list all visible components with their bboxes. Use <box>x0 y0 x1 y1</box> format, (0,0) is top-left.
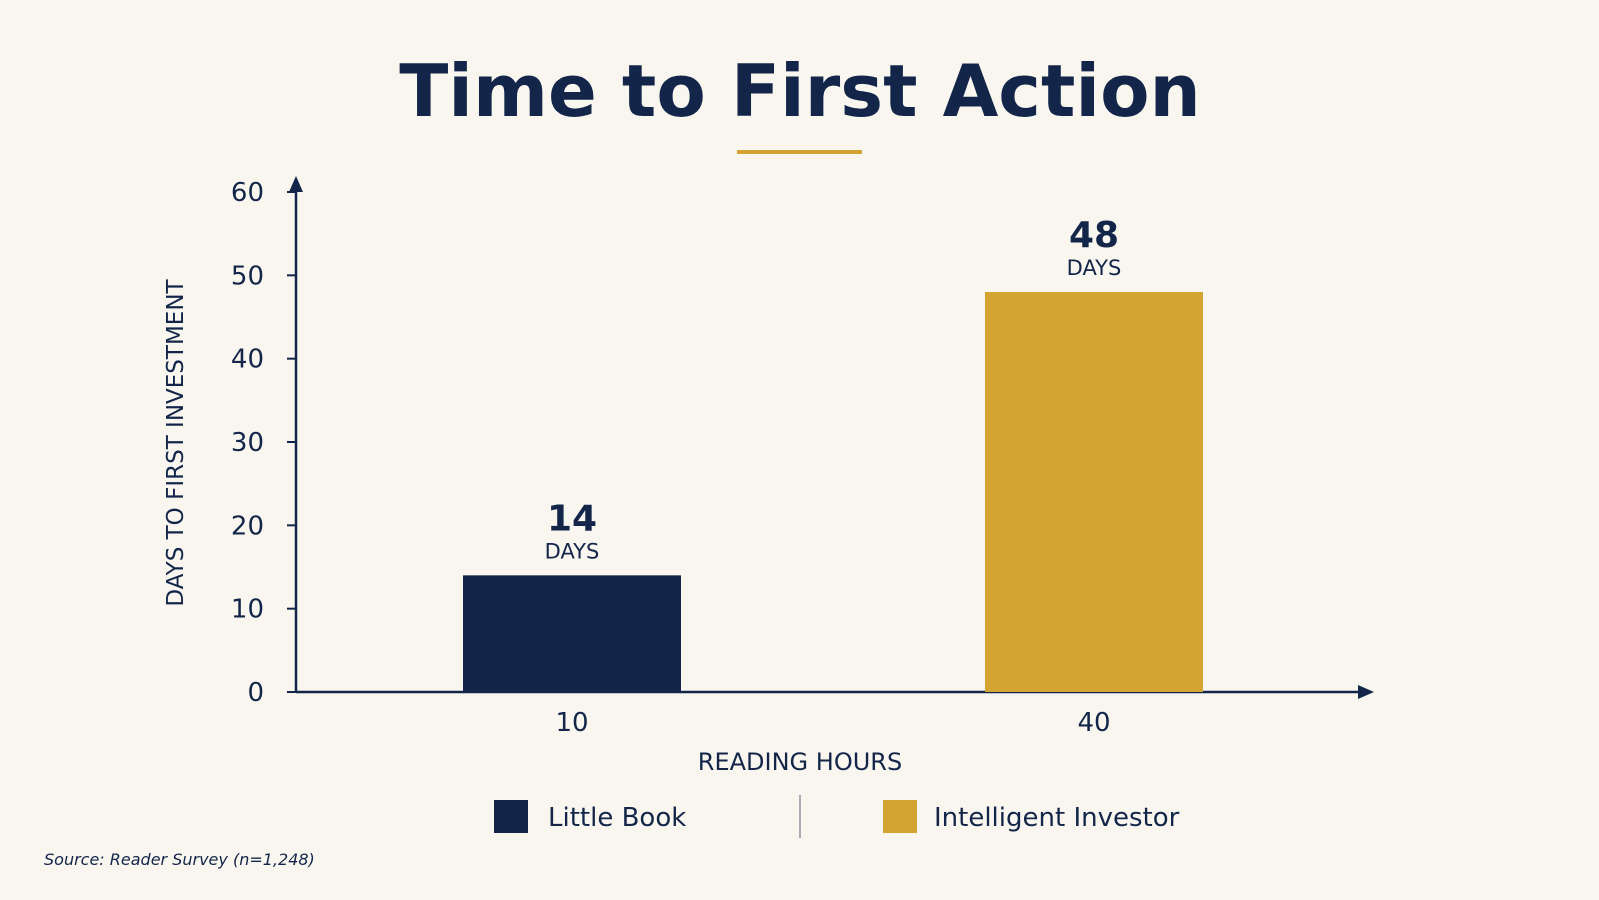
title-underline <box>737 150 862 154</box>
x-tick-label: 10 <box>555 708 588 738</box>
bar-unit-label: DAYS <box>1067 256 1122 280</box>
bar-unit-label: DAYS <box>545 539 600 563</box>
legend-label-little-book: Little Book <box>548 803 686 833</box>
x-tick-label: 40 <box>1077 708 1110 738</box>
x-axis-arrow <box>1358 685 1374 699</box>
legend: Little Book Intelligent Investor <box>494 795 1180 838</box>
x-axis-label: READING HOURS <box>698 748 902 776</box>
legend-swatch-little-book <box>494 800 528 833</box>
y-tick-label: 30 <box>231 428 264 458</box>
bar-value-label: 14 <box>547 498 597 539</box>
y-ticks: 0 10 20 30 40 50 60 <box>231 178 296 708</box>
y-axis-arrow <box>289 176 303 192</box>
y-tick-label: 40 <box>231 345 264 375</box>
y-tick-label: 10 <box>231 595 264 625</box>
legend-swatch-intelligent-investor <box>883 800 917 833</box>
bar-intelligent-investor <box>985 292 1203 692</box>
y-tick-label: 20 <box>231 511 264 541</box>
y-tick-label: 50 <box>231 261 264 291</box>
y-tick-label: 60 <box>231 178 264 208</box>
chart-title: Time to First Action <box>399 49 1201 133</box>
bar-value-label: 48 <box>1069 215 1119 256</box>
source-note: Source: Reader Survey (n=1,248) <box>44 850 315 869</box>
legend-label-intelligent-investor: Intelligent Investor <box>934 803 1180 833</box>
y-tick-label: 0 <box>247 678 264 708</box>
bar-little-book <box>463 575 681 692</box>
y-axis-label: DAYS TO FIRST INVESTMENT <box>163 278 189 606</box>
